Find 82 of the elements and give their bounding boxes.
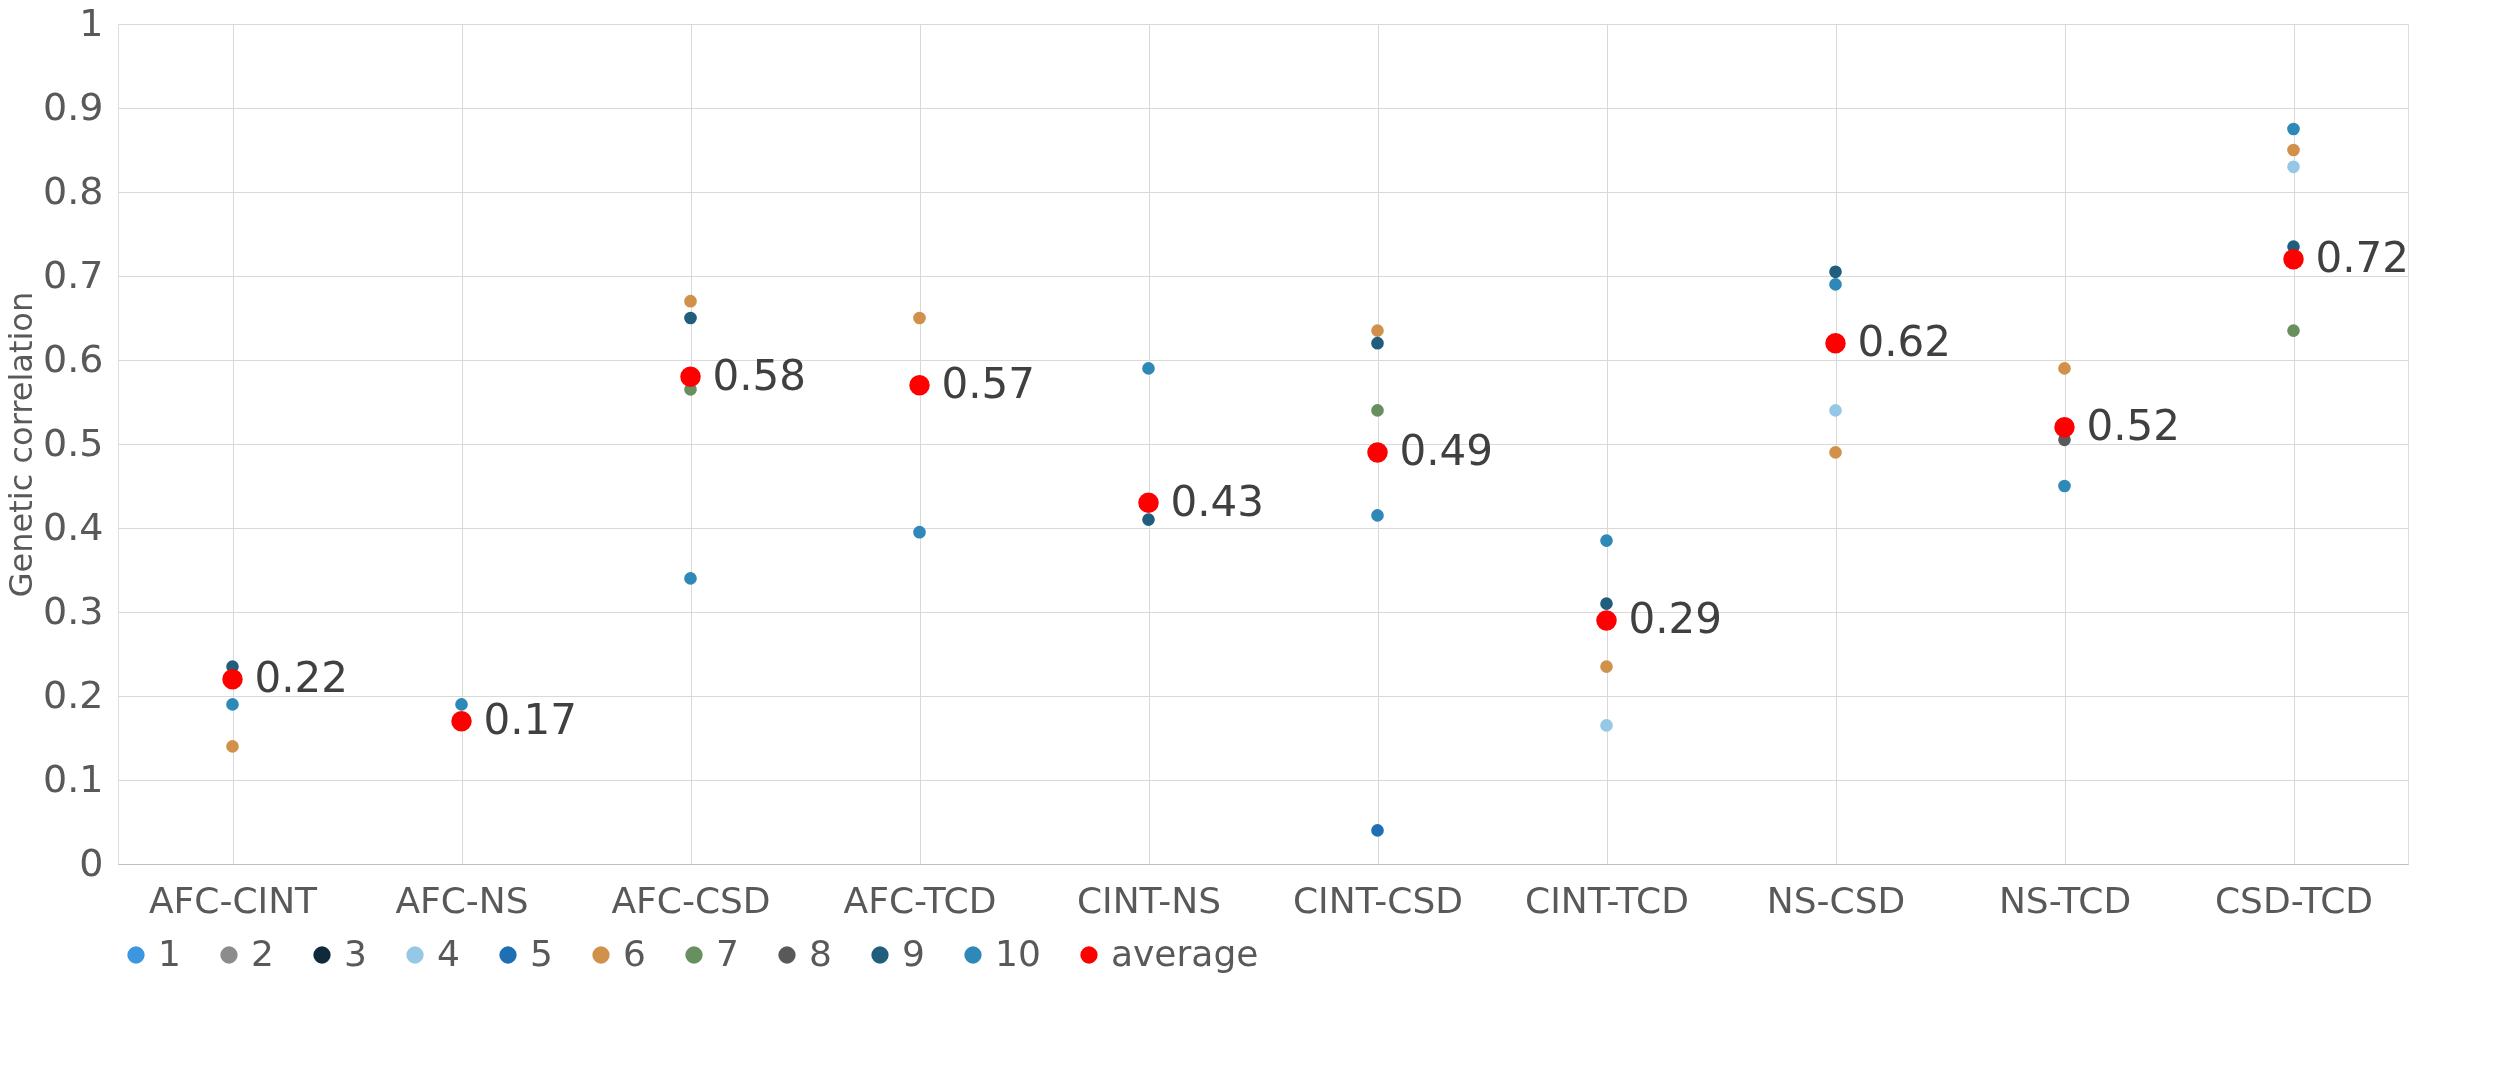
point	[1142, 362, 1155, 375]
legend-label: 8	[809, 933, 832, 974]
point	[2287, 122, 2300, 136]
legend-label: 4	[437, 933, 460, 974]
point	[455, 698, 468, 711]
point	[1367, 442, 1388, 463]
y-tick-label: 0.6	[43, 336, 104, 381]
point	[2287, 160, 2300, 174]
data-label: 0.29	[1628, 594, 1723, 644]
point	[2283, 248, 2304, 270]
point	[1829, 265, 1842, 279]
data-label: 0.22	[254, 653, 349, 703]
x-tick-label: AFC-CINT	[148, 879, 319, 921]
legend-label: 6	[623, 933, 646, 974]
point	[1371, 324, 1384, 337]
point	[913, 311, 926, 325]
y-tick-label: 0.9	[43, 84, 104, 129]
data-label: 0.72	[2315, 233, 2410, 283]
point	[2054, 416, 2075, 438]
point	[1600, 597, 1613, 610]
point	[2058, 362, 2071, 375]
data-label: 0.57	[941, 359, 1036, 409]
legend-label: 3	[344, 933, 367, 974]
legend-label: 2	[251, 933, 274, 974]
point	[680, 366, 701, 388]
x-tick-label: AFC-NS	[395, 879, 529, 921]
point	[226, 740, 239, 753]
legend-label: 9	[902, 933, 925, 974]
x-tick-label: CINT-TCD	[1525, 879, 1689, 921]
point	[451, 710, 472, 732]
point	[1829, 404, 1842, 417]
point	[2287, 143, 2300, 157]
point	[684, 294, 697, 308]
y-tick-label: 1	[79, 0, 104, 45]
y-tick-label: 0	[79, 840, 104, 885]
x-tick-label: CINT-CSD	[1292, 879, 1464, 921]
point	[913, 525, 926, 539]
legend-label: average	[1111, 933, 1259, 974]
x-tick-label: CSD-TCD	[2214, 879, 2374, 921]
y-tick-label: 0.4	[43, 504, 104, 549]
point	[1825, 332, 1846, 354]
data-label: 0.52	[2086, 401, 2181, 451]
x-tick-label: CINT-NS	[1076, 879, 1222, 921]
data-label: 0.58	[712, 350, 807, 400]
point	[1829, 446, 1842, 459]
x-tick-label: NS-TCD	[1998, 879, 2132, 921]
point	[1371, 336, 1384, 350]
data-label: 0.62	[1857, 317, 1952, 367]
point	[1371, 824, 1384, 837]
y-tick-label: 0.5	[43, 420, 104, 465]
point	[2058, 479, 2071, 493]
data-label: 0.49	[1399, 426, 1494, 476]
legend-label: 10	[995, 933, 1041, 974]
point	[2287, 324, 2300, 337]
point	[1596, 610, 1617, 631]
x-tick-label: AFC-TCD	[843, 879, 997, 921]
x-tick-label: AFC-CSD	[611, 879, 771, 921]
data-label: 0.17	[483, 695, 578, 745]
y-tick-label: 0.7	[43, 252, 104, 297]
point	[226, 698, 239, 711]
point	[1371, 404, 1384, 417]
legend-label: 7	[716, 933, 739, 974]
point	[1142, 513, 1155, 526]
y-tick-label: 0.8	[43, 168, 104, 213]
y-tick-label: 0.2	[43, 672, 104, 717]
y-tick-label: 0.3	[43, 588, 104, 633]
point	[684, 572, 697, 585]
legend-label: 5	[530, 933, 553, 974]
y-tick-label: 0.1	[43, 756, 104, 801]
point	[1600, 534, 1613, 547]
legend-label: 1	[158, 933, 181, 974]
data-label: 0.43	[1170, 476, 1265, 526]
point	[684, 311, 697, 325]
point	[1829, 278, 1842, 291]
point	[909, 374, 930, 396]
point	[1600, 719, 1613, 732]
point	[1371, 509, 1384, 522]
y-axis-title: Genetic correlation	[2, 291, 41, 598]
point	[222, 668, 243, 690]
x-tick-label: NS-CSD	[1766, 879, 1906, 921]
point	[1138, 492, 1159, 514]
point	[1600, 660, 1613, 673]
